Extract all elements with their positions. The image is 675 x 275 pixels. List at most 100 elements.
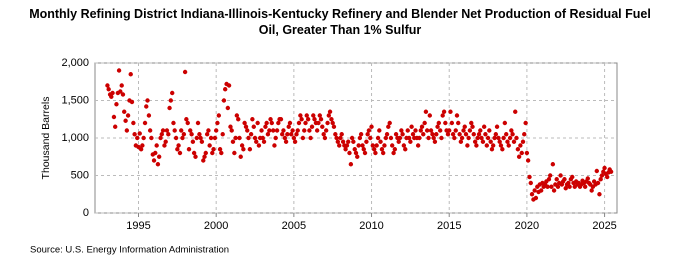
data-point (280, 132, 285, 137)
data-point (167, 105, 172, 111)
data-point (462, 124, 467, 129)
data-point (263, 124, 268, 129)
data-point (373, 150, 378, 156)
data-point (118, 89, 123, 94)
data-point (289, 132, 294, 137)
data-point (555, 184, 561, 189)
data-point (549, 184, 554, 189)
data-point (365, 132, 370, 137)
data-point (110, 90, 115, 96)
data-point (488, 139, 493, 144)
data-point (339, 132, 344, 137)
data-point (448, 109, 453, 114)
data-point (403, 147, 408, 152)
data-point (388, 135, 394, 141)
data-point (490, 143, 496, 148)
data-point (160, 128, 166, 133)
data-point (298, 113, 303, 118)
data-point (461, 128, 466, 133)
data-point (371, 147, 377, 152)
data-point (392, 147, 398, 152)
data-point (144, 104, 149, 109)
data-point (307, 128, 312, 133)
x-tick-label: 2000 (204, 220, 228, 232)
data-point (180, 135, 185, 141)
data-point (255, 120, 260, 126)
data-point (202, 154, 207, 159)
data-point (492, 135, 497, 141)
data-point (500, 147, 505, 152)
data-point (497, 139, 502, 144)
data-point (475, 135, 480, 141)
data-point (259, 128, 264, 133)
data-point (181, 132, 187, 137)
data-point (400, 132, 405, 137)
data-point (396, 139, 401, 144)
data-point (210, 150, 215, 156)
data-point (533, 195, 539, 201)
data-point (435, 124, 440, 129)
data-point (551, 188, 557, 193)
data-point (447, 128, 452, 133)
data-point (191, 150, 197, 156)
data-point (506, 143, 511, 148)
data-point (374, 143, 379, 148)
data-point (112, 124, 118, 129)
data-point (405, 128, 410, 133)
data-point (283, 139, 289, 144)
data-point (195, 120, 201, 126)
data-point (501, 135, 506, 141)
data-point (417, 135, 422, 141)
x-tick-label: 2005 (282, 220, 306, 232)
data-point (476, 132, 482, 137)
data-point (438, 128, 443, 133)
data-point (485, 135, 491, 141)
data-point (457, 132, 462, 137)
data-point (472, 139, 478, 144)
data-point (248, 132, 254, 137)
data-point (290, 128, 295, 133)
data-point (511, 139, 517, 144)
data-point (513, 109, 518, 114)
data-point (245, 128, 250, 133)
data-point (427, 113, 432, 118)
data-point (199, 139, 205, 144)
data-point (260, 135, 265, 141)
data-point (423, 109, 429, 114)
data-point (232, 150, 237, 156)
data-point (344, 143, 350, 148)
data-point (391, 150, 396, 156)
data-point (516, 154, 522, 159)
data-point (204, 132, 210, 137)
data-point (393, 132, 399, 137)
data-point (219, 150, 224, 156)
data-point (347, 150, 352, 156)
data-point (334, 135, 339, 141)
data-point (389, 143, 395, 148)
data-point (326, 113, 332, 118)
data-point (287, 120, 293, 126)
data-point (296, 120, 302, 126)
data-point (159, 132, 165, 137)
data-point (364, 139, 369, 144)
data-point (251, 124, 256, 129)
data-point (463, 132, 469, 137)
data-point (484, 143, 490, 148)
data-point (504, 132, 509, 137)
data-point (409, 124, 414, 129)
data-point (314, 128, 320, 133)
data-point (300, 135, 306, 141)
data-point (175, 147, 180, 152)
y-tick-label: 1,000 (61, 132, 89, 144)
data-point (478, 128, 483, 133)
data-point (216, 113, 222, 118)
data-point (570, 174, 575, 180)
data-point (226, 83, 232, 88)
data-point (520, 139, 526, 144)
data-point (320, 124, 325, 129)
data-point (439, 135, 444, 141)
data-point (215, 120, 220, 126)
data-point (525, 158, 531, 163)
data-point (268, 117, 273, 122)
data-point (494, 124, 500, 129)
